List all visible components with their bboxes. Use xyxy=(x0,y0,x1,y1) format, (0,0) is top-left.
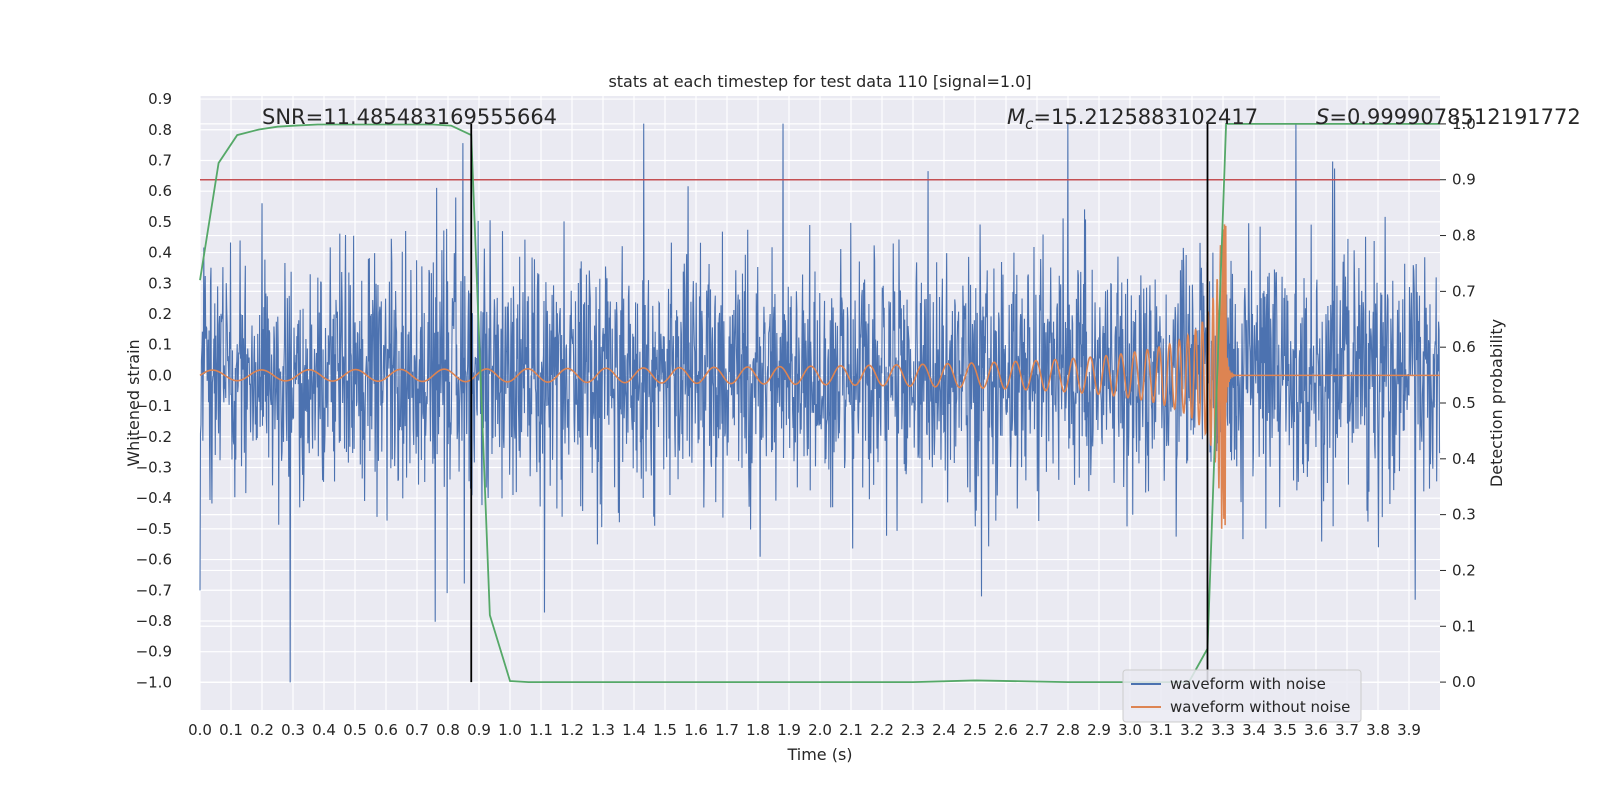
x-tick-label: 0.6 xyxy=(374,721,398,739)
x-tick-label: 0.8 xyxy=(436,721,460,739)
x-tick-label: 0.1 xyxy=(219,721,243,739)
x-tick-label: 1.7 xyxy=(715,721,739,739)
x-tick-label: 3.5 xyxy=(1273,721,1297,739)
chirp-mass-annotation: Mc=15.2125883102417 xyxy=(1007,105,1258,133)
y2-tick-label: 0.4 xyxy=(1452,450,1476,468)
x-tick-label: 2.3 xyxy=(901,721,925,739)
y2-tick-label: 0.7 xyxy=(1452,282,1476,300)
x-tick-label: 2.8 xyxy=(1056,721,1080,739)
x-tick-label: 2.4 xyxy=(932,721,956,739)
y-axis-label: Whitened strain xyxy=(124,339,143,466)
x-tick-label: 3.1 xyxy=(1149,721,1173,739)
y2-tick-label: 1.0 xyxy=(1452,115,1476,133)
y-tick-label: 0.4 xyxy=(148,244,172,262)
x-tick-label: 2.0 xyxy=(808,721,832,739)
y-tick-label: 0.2 xyxy=(148,305,172,323)
x-tick-label: 3.0 xyxy=(1118,721,1142,739)
y2-tick-label: 0.9 xyxy=(1452,171,1476,189)
x-tick-label: 0.3 xyxy=(281,721,305,739)
y-tick-label: 0.6 xyxy=(148,182,172,200)
y2-tick-label: 0.1 xyxy=(1452,617,1476,635)
x-tick-label: 2.9 xyxy=(1087,721,1111,739)
x-tick-label: 1.2 xyxy=(560,721,584,739)
y2-tick-label: 0.8 xyxy=(1452,227,1476,245)
x-tick-label: 2.1 xyxy=(839,721,863,739)
y-tick-label: 0.0 xyxy=(148,366,172,384)
x-tick-label: 1.6 xyxy=(684,721,708,739)
y2-tick-label: 0.6 xyxy=(1452,338,1476,356)
x-tick-label: 2.2 xyxy=(870,721,894,739)
y2-tick-label: 0.0 xyxy=(1452,673,1476,691)
y2-tick-label: 0.2 xyxy=(1452,561,1476,579)
x-tick-label: 1.5 xyxy=(653,721,677,739)
x-tick-label: 1.8 xyxy=(746,721,770,739)
x-tick-label: 3.6 xyxy=(1304,721,1328,739)
x-tick-label: 3.2 xyxy=(1180,721,1204,739)
y-tick-label: −0.2 xyxy=(136,428,172,446)
legend-label-clean: waveform without noise xyxy=(1170,698,1350,716)
x-tick-label: 1.3 xyxy=(591,721,615,739)
snr-annotation: SNR=11.485483169555664 xyxy=(262,105,557,129)
y-tick-label: −1.0 xyxy=(136,673,172,691)
y2-tick-label: 0.3 xyxy=(1452,506,1476,524)
x-tick-label: 3.3 xyxy=(1211,721,1235,739)
x-tick-label: 0.5 xyxy=(343,721,367,739)
score-annotation: S=0.9999078512191772 xyxy=(1316,105,1581,129)
chart-title: stats at each timestep for test data 110… xyxy=(608,72,1031,91)
y-tick-label: −0.1 xyxy=(136,397,172,415)
x-tick-label: 0.4 xyxy=(312,721,336,739)
series-waveform-without-noise xyxy=(199,224,1440,529)
x-tick-label: 2.7 xyxy=(1025,721,1049,739)
legend-box xyxy=(1122,669,1362,723)
x-tick-label: 0.9 xyxy=(467,721,491,739)
series-waveform-with-noise xyxy=(199,123,1441,683)
x-tick-label: 2.6 xyxy=(994,721,1018,739)
series-detection-probability xyxy=(199,123,1440,683)
series-layer xyxy=(199,123,1441,683)
y-tick-label: −0.5 xyxy=(136,520,172,538)
y-tick-label: 0.7 xyxy=(148,151,172,169)
x-tick-label: 3.7 xyxy=(1335,721,1359,739)
x-tick-label: 3.8 xyxy=(1366,721,1390,739)
y-axis-ticks: 0.9 0.8 0.7 0.6 0.5 0.4 0.3 0.2 0.1 0.0 −0.1 −0.2 −0… xyxy=(136,90,172,691)
x-tick-label: 3.4 xyxy=(1242,721,1266,739)
x-tick-label: 0.7 xyxy=(405,721,429,739)
y-tick-label: −0.7 xyxy=(136,581,172,599)
y-tick-label: −0.4 xyxy=(136,489,172,507)
y2-tick-label: 0.5 xyxy=(1452,394,1476,412)
y2-axis-label: Detection probability xyxy=(1487,319,1506,487)
y-tick-label: 0.1 xyxy=(148,336,172,354)
y-tick-label: −0.8 xyxy=(136,612,172,630)
x-tick-label: 2.5 xyxy=(963,721,987,739)
y-tick-label: 0.8 xyxy=(148,121,172,139)
y2-axis-ticks: 1.0 0.9 0.8 0.7 0.6 0.5 0.4 0.3 0.2 0.1 0.0 xyxy=(1440,115,1476,691)
y-tick-label: 0.5 xyxy=(148,213,172,231)
y-tick-label: −0.9 xyxy=(136,643,172,661)
y-tick-label: −0.6 xyxy=(136,551,172,569)
x-tick-label: 1.4 xyxy=(622,721,646,739)
legend-label-noise: waveform with noise xyxy=(1170,675,1326,693)
x-tick-label: 3.9 xyxy=(1397,721,1421,739)
x-tick-label: 1.1 xyxy=(529,721,553,739)
legend: waveform with noise waveform without noi… xyxy=(1122,669,1362,723)
y-tick-label: 0.9 xyxy=(148,90,172,108)
y-tick-label: 0.3 xyxy=(148,274,172,292)
x-tick-label: 0.0 xyxy=(188,721,212,739)
x-tick-label: 1.9 xyxy=(777,721,801,739)
x-axis-label: Time (s) xyxy=(786,745,852,764)
x-axis-ticks: 0.0 0.1 0.2 0.3 0.4 0.5 0.6 0.7 0.8 0.9 1.0 1.1 1.2 1… xyxy=(188,721,1421,739)
x-tick-label: 1.0 xyxy=(498,721,522,739)
y-tick-label: −0.3 xyxy=(136,458,172,476)
x-tick-label: 0.2 xyxy=(250,721,274,739)
